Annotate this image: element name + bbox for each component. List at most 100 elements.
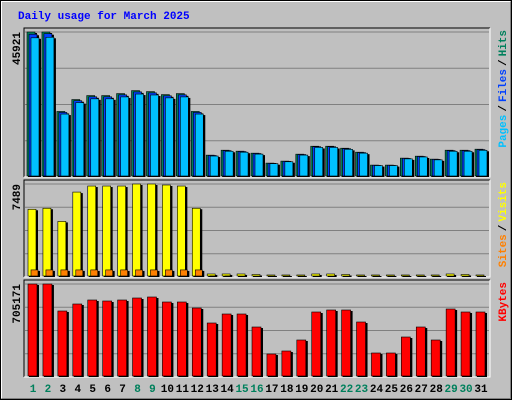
bar	[296, 339, 307, 377]
bar	[463, 150, 473, 177]
bar	[224, 150, 234, 177]
bar	[418, 156, 428, 177]
bar	[120, 269, 128, 277]
bar	[386, 352, 396, 377]
bar	[239, 151, 249, 177]
x-tick-label: 22	[340, 384, 353, 396]
bar-shadow	[357, 275, 367, 277]
x-tick-label: 3	[60, 384, 67, 396]
bar	[326, 273, 335, 277]
bar	[281, 350, 292, 377]
bar	[117, 185, 126, 277]
x-tick-label: 19	[295, 384, 308, 396]
x-tick-label: 27	[415, 384, 428, 396]
bar	[311, 273, 321, 277]
bar	[165, 97, 174, 177]
bar	[209, 155, 219, 177]
bar	[206, 322, 217, 377]
bar	[180, 269, 188, 277]
bar	[194, 113, 204, 177]
bar	[60, 113, 70, 177]
bar	[356, 274, 365, 277]
bar	[359, 152, 368, 177]
bar	[27, 283, 38, 377]
bar	[415, 326, 426, 377]
bar	[177, 301, 187, 377]
bar	[75, 269, 84, 277]
x-tick-label: 13	[206, 384, 220, 396]
bar	[401, 336, 411, 377]
bar	[45, 269, 54, 277]
legend: Pages / Files / Hits	[498, 30, 510, 148]
bar	[135, 269, 143, 277]
legend-separator: /	[498, 105, 510, 112]
bar	[341, 274, 350, 277]
bar	[194, 269, 203, 277]
x-tick-label: 23	[355, 384, 369, 396]
bar	[102, 185, 111, 277]
bar	[42, 207, 52, 277]
bar	[221, 313, 232, 377]
bar	[266, 274, 276, 277]
x-tick-label: 8	[134, 384, 141, 396]
bar	[460, 311, 471, 377]
y-tick-label: 7489	[12, 184, 24, 210]
legend-separator: /	[498, 59, 510, 66]
x-tick-label: 31	[474, 384, 488, 396]
x-tick-label: 21	[325, 384, 339, 396]
bar	[27, 208, 37, 277]
bar	[401, 274, 410, 277]
bar	[87, 185, 97, 277]
bar	[42, 283, 53, 377]
bar-shadow	[402, 275, 412, 277]
bar	[60, 269, 69, 277]
bar	[57, 310, 68, 377]
bar	[132, 297, 142, 377]
bar	[445, 273, 455, 277]
bar	[45, 36, 55, 177]
bar	[236, 313, 247, 377]
bar	[132, 183, 141, 277]
legend-entry: KBytes	[498, 282, 510, 322]
legend-entry: Files	[498, 69, 510, 102]
bar	[371, 274, 380, 277]
bar-shadow	[477, 275, 486, 277]
x-tick-label: 17	[265, 384, 278, 396]
bar	[475, 274, 485, 277]
x-tick-label: 26	[400, 384, 413, 396]
bar	[341, 309, 351, 377]
bar	[75, 102, 85, 177]
bar-shadow	[417, 275, 427, 277]
bar	[147, 183, 156, 277]
x-tick-label: 10	[161, 384, 174, 396]
bar	[296, 274, 306, 277]
bar	[386, 274, 395, 277]
x-tick-label: 29	[445, 384, 458, 396]
bar	[165, 269, 173, 277]
bar-shadow	[387, 275, 397, 277]
bar	[251, 274, 261, 277]
x-tick-label: 2	[45, 384, 52, 396]
bar	[326, 309, 336, 377]
panel	[24, 180, 490, 277]
bar	[374, 165, 383, 177]
panel-edge-dark	[23, 279, 490, 377]
bar	[236, 273, 246, 277]
legend: Sites / Visits	[498, 182, 510, 267]
bar	[448, 150, 458, 177]
panel-edge-dark	[23, 179, 490, 277]
x-tick-label: 12	[191, 384, 204, 396]
bar	[433, 159, 443, 177]
bar	[314, 147, 324, 177]
y-tick-label: 705171	[12, 284, 24, 324]
x-tick-label: 24	[370, 384, 384, 396]
legend-entry: Pages	[498, 115, 510, 148]
x-tick-label: 1	[30, 384, 37, 396]
bar	[329, 147, 338, 177]
bar	[90, 98, 100, 177]
legend-entry: Visits	[498, 182, 510, 222]
bar	[460, 274, 470, 277]
bar	[284, 161, 294, 177]
bar	[57, 221, 67, 277]
